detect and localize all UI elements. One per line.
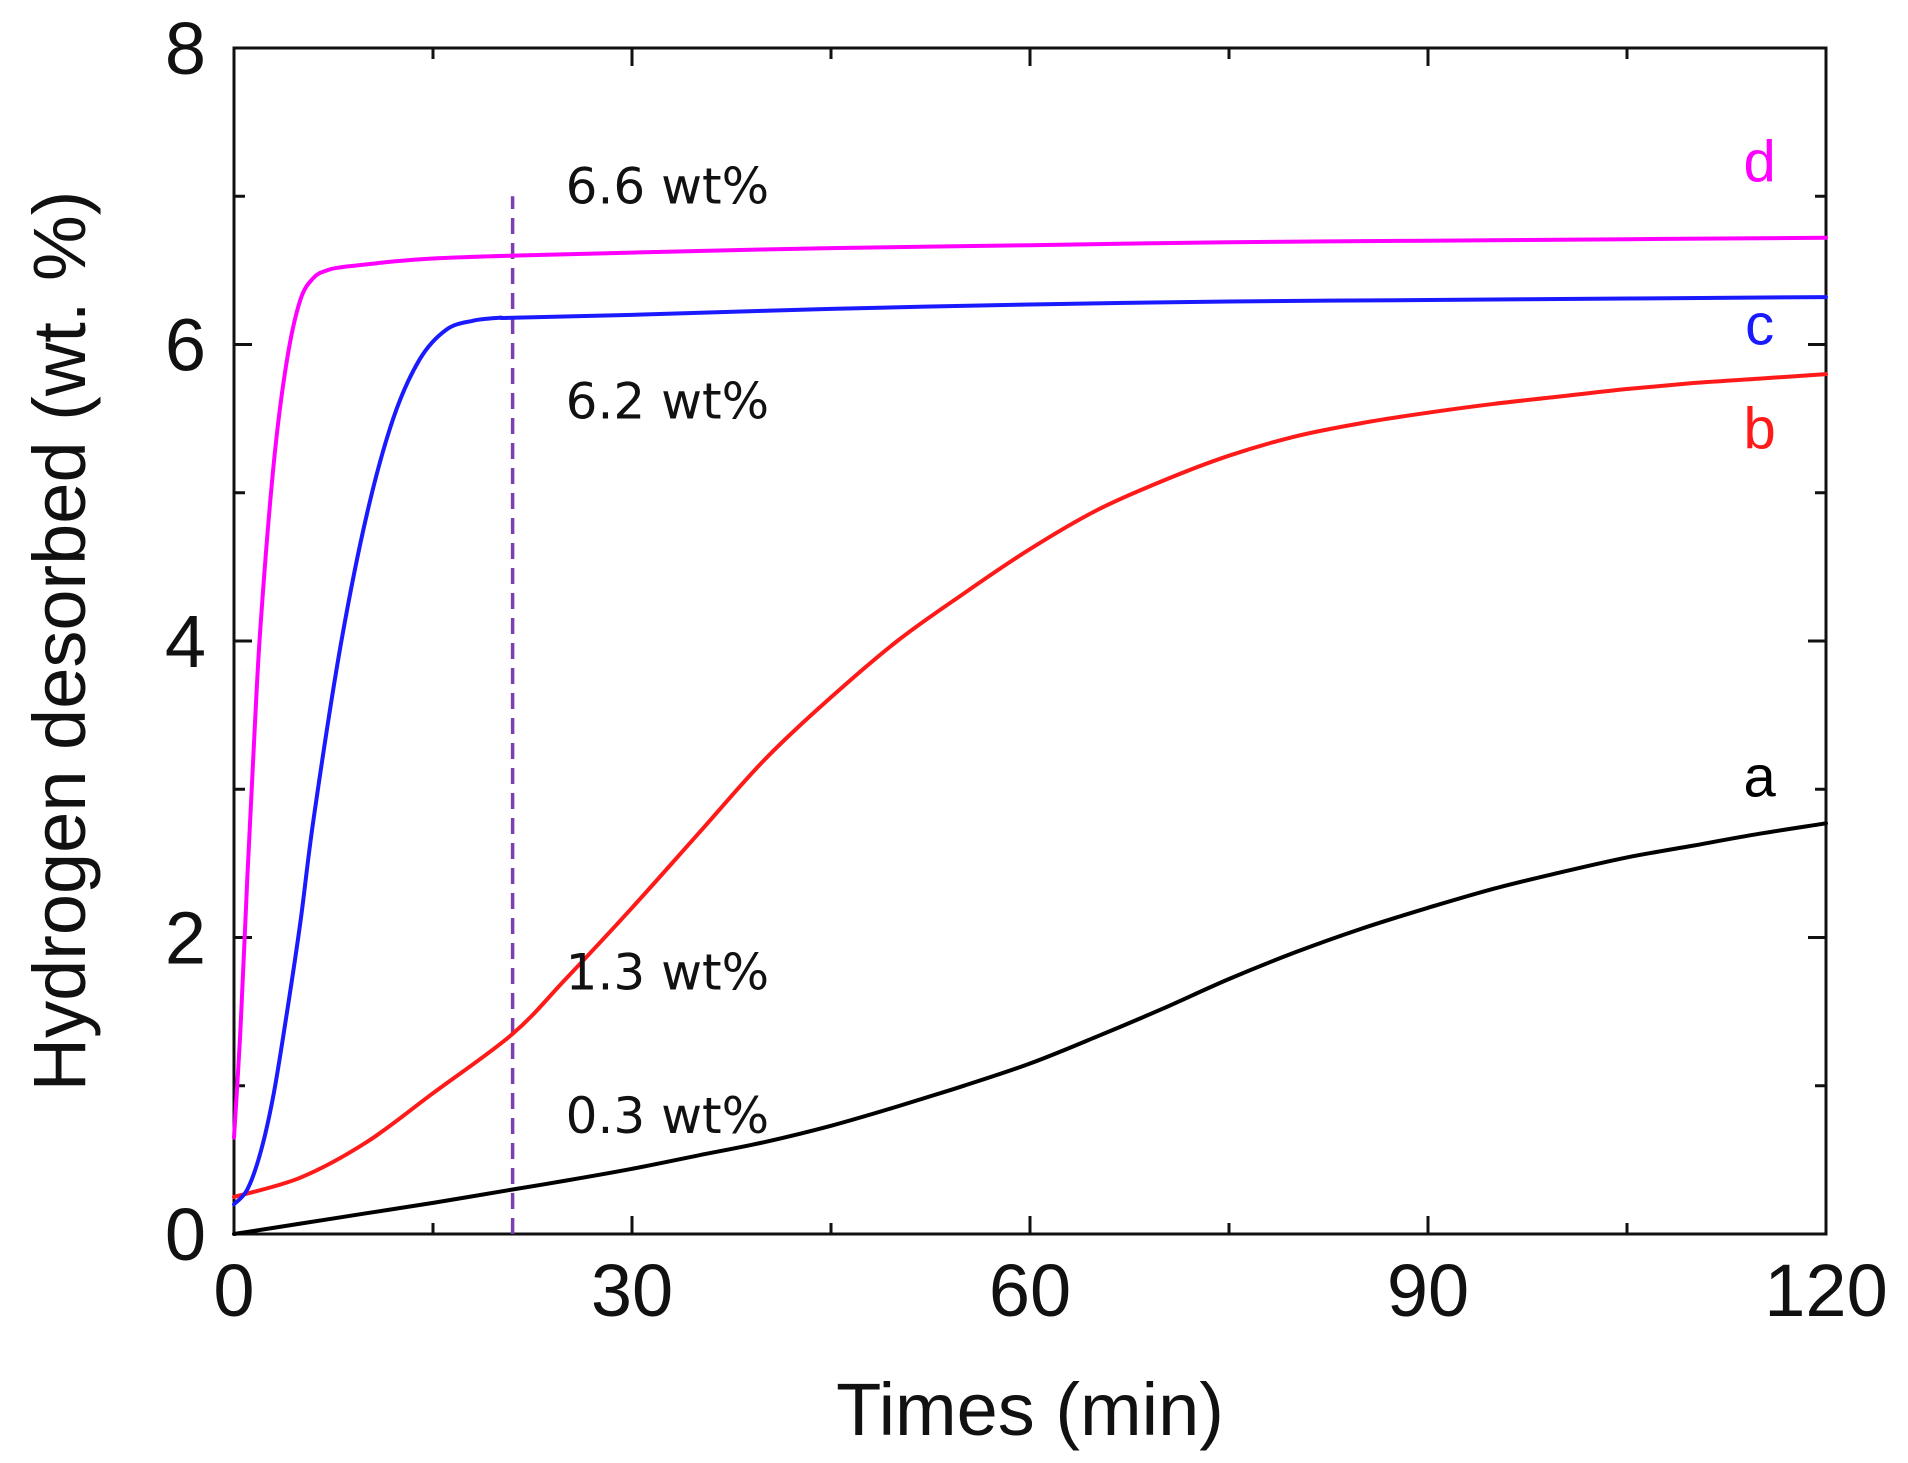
series-line-d: [232, 235, 1828, 1140]
x-tick-label: 60: [989, 1249, 1071, 1332]
series-label-d: d: [1744, 129, 1776, 194]
series-label-b: b: [1744, 396, 1776, 461]
y-tick-label: 8: [165, 7, 206, 90]
x-axis-title: Times (min): [836, 1368, 1224, 1451]
value-annotation: 0.3 wt%: [566, 1087, 769, 1145]
x-tick-label: 30: [591, 1249, 673, 1332]
series-line-c: [232, 295, 1828, 1207]
series-line-a: [232, 821, 1828, 1236]
y-tick-label: 6: [165, 304, 206, 387]
y-tick-label: 0: [165, 1193, 206, 1276]
value-annotation: 6.2 wt%: [566, 373, 769, 431]
y-tick-label: 4: [165, 600, 206, 683]
x-tick-label: 120: [1764, 1249, 1887, 1332]
x-tick-label: 0: [213, 1249, 254, 1332]
series-line-b: [232, 372, 1828, 1199]
value-annotation: 6.6 wt%: [566, 158, 769, 216]
series-label-c: c: [1745, 293, 1774, 358]
y-axis-title: Hydrogen desorbed (wt. %): [18, 191, 101, 1092]
plot-area: 0 30 60 90 120 0 2 4 6 8 a bc d 6.6 wt% 6.2 wt% 1.3 wt%…: [165, 7, 1888, 1332]
value-annotation: 1.3 wt%: [566, 943, 769, 1001]
plot-frame: [232, 46, 1828, 1236]
series-label-a: a: [1744, 745, 1777, 810]
x-tick-label: 90: [1387, 1249, 1469, 1332]
y-tick-label: 2: [165, 897, 206, 980]
